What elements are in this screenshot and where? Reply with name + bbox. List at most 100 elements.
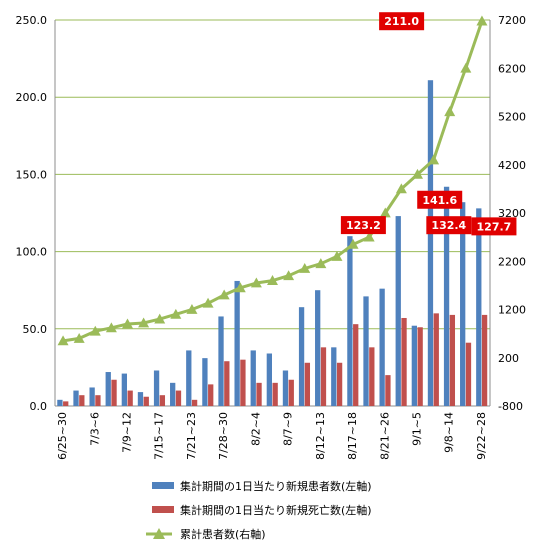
x-tick-label: 8/7~9 [282, 412, 295, 446]
callout-label: 141.6 [417, 190, 463, 209]
new-patients-bar [427, 80, 434, 406]
callout-label: 211.0 [379, 12, 425, 31]
bar-series [57, 80, 488, 406]
new-deaths-bar [240, 359, 246, 406]
new-deaths-bar [143, 396, 149, 406]
legend-entry: 累計患者数(右軸) [146, 527, 266, 541]
new-patients-bar [460, 202, 466, 406]
callout-text: 127.7 [477, 220, 512, 233]
new-deaths-bar [465, 342, 472, 406]
right-axis-ticks: -800 200 1200 2200 3200 4200 5200 6200 7200 [498, 14, 526, 413]
left-tick-label: 50.0 [23, 323, 48, 336]
left-tick-label: 250.0 [16, 14, 48, 27]
cumulative-marker [347, 238, 359, 249]
new-patients-bar [476, 208, 482, 406]
callout-text: 141.6 [422, 194, 457, 207]
cumulative-marker [315, 258, 327, 269]
legend: 集計期間の1日当たり新規患者数(左軸) 集計期間の1日当たり新規死亡数(左軸) 累計… [146, 479, 372, 541]
new-patients-bar [57, 399, 63, 406]
new-patients-bar [411, 325, 417, 406]
cumulative-marker [395, 183, 407, 194]
cumulative-marker [218, 289, 230, 300]
callout-text: 132.4 [431, 219, 466, 232]
legend-entry: 集計期間の1日当たり新規死亡数(左軸) [152, 503, 372, 517]
cumulative-marker [154, 313, 166, 324]
right-tick-label: -800 [498, 400, 523, 413]
x-tick-label: 7/9~12 [121, 412, 134, 453]
new-patients-bar [153, 370, 160, 406]
new-patients-bar [73, 390, 79, 406]
line-series [57, 15, 488, 346]
cumulative-marker [379, 207, 391, 218]
left-tick-label: 150.0 [16, 168, 48, 181]
gridlines [54, 19, 491, 407]
callout-text: 123.2 [346, 219, 381, 232]
cumulative-marker [428, 154, 440, 165]
new-deaths-bar [127, 390, 133, 406]
right-tick-label: 7200 [498, 14, 526, 27]
right-tick-label: 4200 [498, 159, 526, 172]
new-patients-bar [282, 370, 289, 406]
left-tick-label: 100.0 [16, 246, 48, 259]
cumulative-marker [73, 332, 85, 343]
new-deaths-bar [320, 347, 327, 406]
new-deaths-bar [288, 379, 294, 406]
new-deaths-bar [224, 361, 230, 406]
right-tick-label: 5200 [498, 111, 526, 124]
new-deaths-bar [159, 395, 166, 406]
new-deaths-bar [385, 375, 391, 406]
callout-text: 211.0 [384, 15, 419, 28]
cumulative-marker [234, 282, 246, 293]
new-deaths-bar [111, 379, 117, 406]
right-tick-label: 6200 [498, 62, 526, 75]
new-deaths-bar [95, 395, 101, 406]
x-tick-label: 8/21~26 [378, 412, 391, 460]
x-tick-label: 6/25~30 [56, 412, 69, 460]
new-deaths-bar [191, 399, 198, 406]
x-tick-label: 7/21~23 [185, 412, 198, 460]
new-deaths-bar [272, 382, 278, 406]
cumulative-patients-line [62, 20, 484, 343]
new-patients-bar [298, 307, 305, 406]
right-tick-label: 3200 [498, 207, 526, 220]
new-patients-bar [202, 358, 208, 406]
cumulative-marker [331, 250, 343, 261]
legend-entry: 集計期間の1日当たり新規患者数(左軸) [152, 479, 372, 493]
cumulative-marker [283, 270, 295, 281]
new-patients-bar [347, 236, 353, 406]
right-tick-label: 2200 [498, 255, 526, 268]
x-tick-label: 8/17~18 [346, 412, 359, 460]
cumulative-marker [250, 277, 262, 288]
cumulative-marker [363, 231, 375, 242]
new-deaths-bar [336, 362, 343, 406]
new-patients-bar [137, 392, 144, 406]
x-tick-label: 8/2~4 [249, 412, 262, 446]
x-tick-label: 7/15~17 [153, 412, 166, 460]
left-tick-label: 0.0 [30, 400, 48, 413]
cumulative-marker [170, 308, 182, 319]
cumulative-marker [202, 297, 214, 308]
cumulative-marker [460, 62, 472, 73]
new-patients-bar [331, 347, 337, 406]
cumulative-marker [299, 262, 311, 273]
legend-label: 集計期間の1日当たり新規患者数(左軸) [180, 479, 372, 493]
new-deaths-bar [433, 313, 439, 406]
legend-label: 集計期間の1日当たり新規死亡数(左軸) [180, 503, 372, 517]
legend-label: 累計患者数(右軸) [180, 527, 266, 541]
cumulative-marker [138, 317, 150, 328]
cumulative-marker [476, 15, 488, 26]
callout-label: 127.7 [471, 217, 517, 236]
new-patients-bar [266, 353, 272, 406]
new-deaths-bar [304, 362, 311, 406]
new-deaths-bar [401, 317, 407, 406]
new-patients-bar [234, 280, 240, 406]
new-deaths-bar [369, 347, 375, 406]
cumulative-marker [444, 106, 456, 117]
new-deaths-bar [256, 382, 262, 406]
new-deaths-bar [417, 327, 423, 406]
cumulative-marker [412, 168, 423, 179]
cumulative-marker [57, 335, 69, 346]
new-deaths-bar [63, 401, 69, 406]
